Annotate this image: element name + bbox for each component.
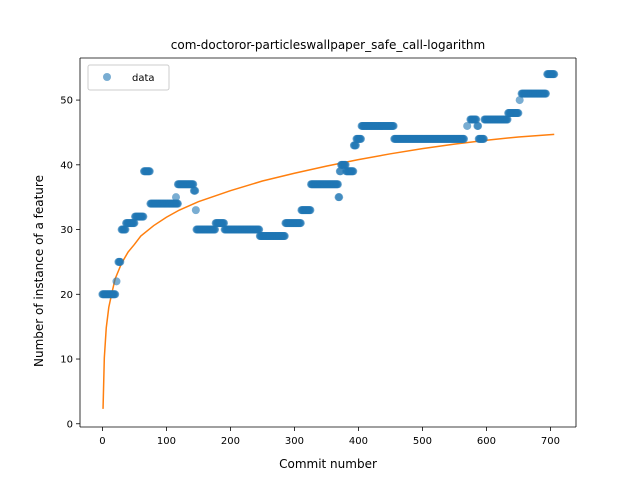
y-axis-label: Number of instance of a feature bbox=[32, 175, 46, 367]
data-point bbox=[296, 219, 305, 228]
data-point bbox=[349, 167, 358, 176]
data-point bbox=[306, 206, 315, 215]
legend-marker bbox=[103, 73, 111, 81]
plot-background bbox=[80, 58, 576, 427]
data-point bbox=[463, 121, 472, 130]
x-tick-label: 700 bbox=[541, 436, 560, 447]
data-point bbox=[514, 109, 523, 118]
data-point bbox=[145, 167, 154, 176]
data-point bbox=[211, 225, 220, 234]
plot-area bbox=[80, 58, 576, 427]
y-tick-label: 0 bbox=[67, 419, 73, 430]
legend-frame bbox=[87, 64, 170, 91]
x-tick-label: 500 bbox=[413, 436, 432, 447]
data-point bbox=[541, 89, 550, 98]
data-point bbox=[191, 186, 200, 195]
data-point bbox=[112, 277, 121, 286]
data-point bbox=[111, 290, 120, 299]
y-tick-label: 10 bbox=[60, 355, 73, 366]
x-tick-label: 300 bbox=[285, 436, 304, 447]
data-point bbox=[280, 232, 289, 241]
data-point bbox=[389, 121, 398, 130]
x-tick-label: 200 bbox=[221, 436, 240, 447]
data-point bbox=[220, 219, 228, 228]
data-point bbox=[189, 180, 198, 189]
y-tick-label: 20 bbox=[60, 290, 73, 301]
chart-title: com-doctoror-particleswallpaper_safe_cal… bbox=[171, 38, 485, 52]
x-tick-label: 100 bbox=[157, 436, 176, 447]
x-axis-label: Commit number bbox=[279, 457, 377, 471]
legend: data bbox=[87, 64, 170, 91]
data-point bbox=[356, 134, 365, 143]
data-point bbox=[172, 193, 180, 202]
data-point bbox=[333, 180, 342, 189]
data-point bbox=[116, 257, 125, 266]
data-point bbox=[474, 121, 483, 130]
y-tick-label: 30 bbox=[60, 225, 73, 236]
x-tick-label: 0 bbox=[99, 436, 105, 447]
legend-label: data bbox=[132, 73, 155, 84]
y-tick-label: 50 bbox=[60, 96, 73, 107]
data-point bbox=[351, 141, 360, 150]
data-point bbox=[472, 115, 481, 124]
data-point bbox=[515, 96, 524, 105]
data-point bbox=[479, 134, 488, 143]
data-point bbox=[139, 212, 148, 221]
data-point bbox=[191, 206, 200, 215]
x-tick-label: 400 bbox=[349, 436, 368, 447]
data-point bbox=[255, 225, 264, 234]
data-point bbox=[130, 219, 139, 228]
axes-layer: 0 100 200 300 400 500 600 700 0 10 20 30 40 50 bbox=[60, 57, 577, 447]
data-point bbox=[460, 134, 468, 143]
data-points-layer bbox=[98, 70, 559, 299]
data-point bbox=[550, 70, 559, 79]
data-point bbox=[503, 115, 512, 124]
data-point bbox=[336, 167, 345, 176]
data-point bbox=[173, 199, 182, 208]
data-point bbox=[335, 193, 344, 202]
y-tick-label: 40 bbox=[60, 160, 73, 171]
x-tick-label: 600 bbox=[477, 436, 496, 447]
data-point bbox=[121, 225, 130, 234]
data-point bbox=[341, 160, 350, 169]
